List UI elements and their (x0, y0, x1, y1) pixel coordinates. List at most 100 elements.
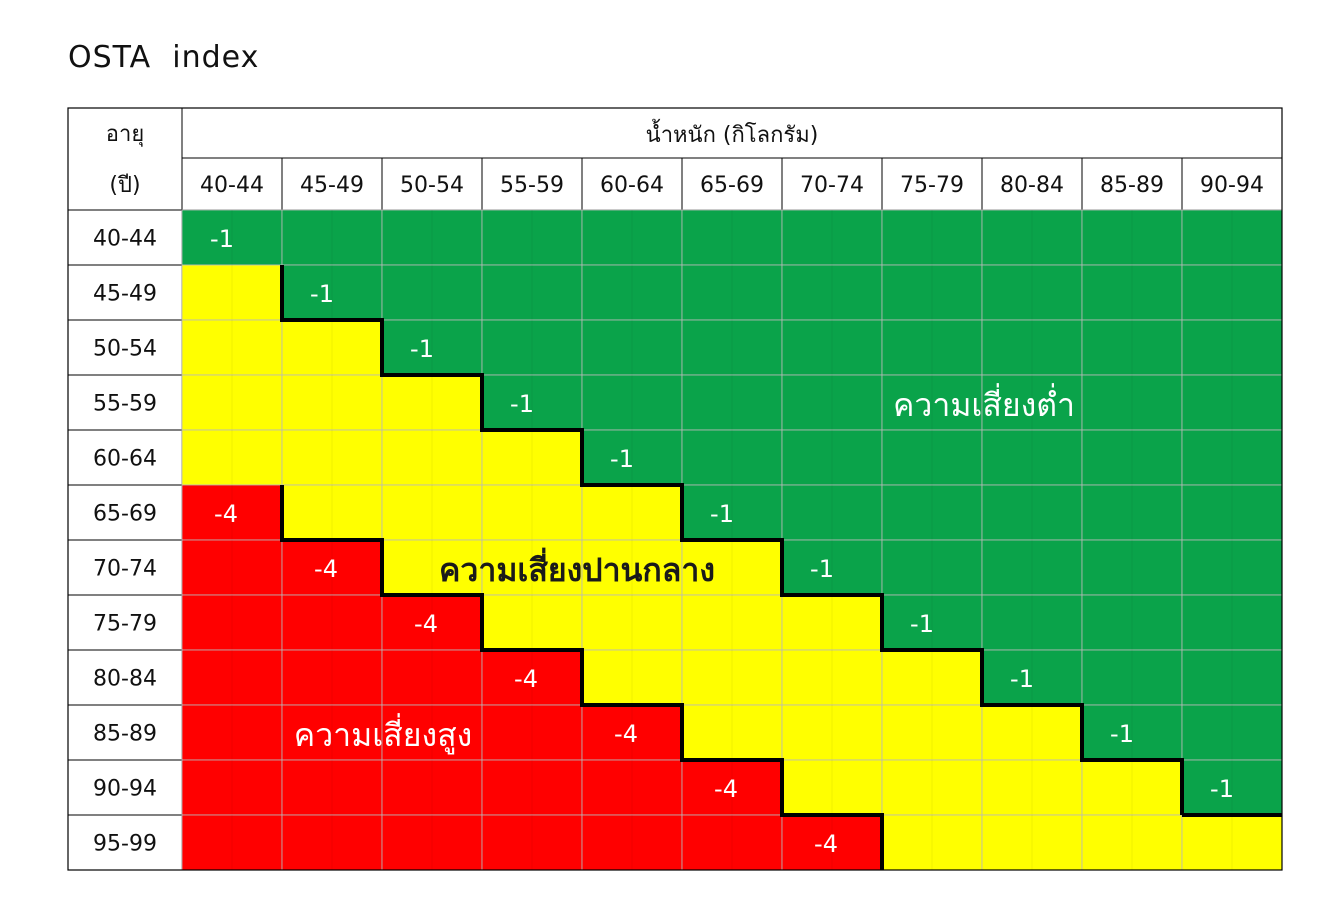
threshold-label-low: -1 (510, 390, 534, 418)
grid-cell (681, 429, 783, 486)
column-label: 45-49 (300, 173, 364, 198)
grid-cell (881, 539, 983, 596)
threshold-label-high: -4 (614, 720, 638, 748)
column-label: 55-59 (500, 173, 564, 198)
column-label: 40-44 (200, 173, 264, 198)
column-label: 80-84 (1000, 173, 1064, 198)
grid-cell (1181, 704, 1283, 761)
grid-cell (681, 319, 783, 376)
row-label: 60-64 (93, 447, 157, 472)
grid-cell (681, 484, 783, 541)
grid-cell (581, 374, 683, 431)
grid-cell (1181, 594, 1283, 651)
column-label: 70-74 (800, 173, 864, 198)
grid-cell (781, 649, 883, 706)
grid-cell (281, 484, 383, 541)
grid-cell (381, 209, 483, 266)
grid-cell (881, 704, 983, 761)
grid-cell (781, 429, 883, 486)
grid-cell (581, 484, 683, 541)
grid-cell (381, 429, 483, 486)
grid-cell (281, 319, 383, 376)
grid-cell (281, 759, 383, 816)
grid-cell (781, 594, 883, 651)
threshold-label-low: -1 (910, 610, 934, 638)
grid-cell (981, 429, 1083, 486)
grid-cell (781, 759, 883, 816)
row-label: 50-54 (93, 337, 157, 362)
grid-cell (1081, 484, 1183, 541)
row-label-cell (67, 319, 183, 376)
threshold-label-high: -4 (714, 775, 738, 803)
threshold-label-high: -4 (514, 665, 538, 693)
grid-cell (481, 649, 583, 706)
grid-cell (281, 264, 383, 321)
grid-cell (981, 814, 1083, 871)
row-label: 75-79 (93, 612, 157, 637)
threshold-label-low: -1 (310, 280, 334, 308)
grid-cell (381, 539, 483, 596)
grid-cell (881, 814, 983, 871)
grid-cell (881, 759, 983, 816)
column-label: 75-79 (900, 173, 964, 198)
row-label-cell (67, 429, 183, 486)
row-label-cell (67, 539, 183, 596)
row-label: 80-84 (93, 667, 157, 692)
threshold-label-high: -4 (214, 500, 238, 528)
row-label-cell (67, 814, 183, 871)
grid-cell (981, 539, 1083, 596)
grid-cell (381, 704, 483, 761)
row-label-cell (67, 484, 183, 541)
grid-cell (1081, 374, 1183, 431)
grid-cell (181, 264, 283, 321)
grid-cell (1081, 539, 1183, 596)
chart-title: OSTA index (68, 40, 260, 75)
grid-cell (981, 319, 1083, 376)
grid-cell (581, 429, 683, 486)
row-label-cell (67, 264, 183, 321)
chart-frame (67, 107, 1283, 871)
grid-cell (681, 374, 783, 431)
grid-cell (181, 484, 283, 541)
grid-cell (1181, 209, 1283, 266)
threshold-label-low: -1 (1010, 665, 1034, 693)
grid-cell (281, 429, 383, 486)
grid-cell (1081, 319, 1183, 376)
grid-cell (1081, 264, 1183, 321)
threshold-label-low: -1 (410, 335, 434, 363)
grid-cell (881, 649, 983, 706)
region-label-moderate: ความเสี่ยงปานกลาง (439, 547, 715, 589)
grid-cell (481, 704, 583, 761)
row-label: 65-69 (93, 502, 157, 527)
grid-cell (481, 539, 583, 596)
grid-cell (1181, 429, 1283, 486)
grid-cell (481, 759, 583, 816)
column-label: 85-89 (1100, 173, 1164, 198)
grid-cell (1181, 374, 1283, 431)
grid-cell (181, 594, 283, 651)
grid-cell (1181, 649, 1283, 706)
grid-cell (281, 814, 383, 871)
threshold-label-low: -1 (1110, 720, 1134, 748)
threshold-label-low: -1 (1210, 775, 1234, 803)
row-label: 45-49 (93, 282, 157, 307)
grid-cell (781, 814, 883, 871)
header-frame (67, 107, 1283, 211)
region-label-high: ความเสี่ยงสูง (294, 713, 472, 755)
grid-cell (1181, 814, 1283, 871)
grid-cell (981, 704, 1083, 761)
grid-cell (881, 484, 983, 541)
row-label: 70-74 (93, 557, 157, 582)
row-label: 95-99 (93, 832, 157, 857)
grid-cell (781, 374, 883, 431)
row-label-cell (67, 759, 183, 816)
grid-cell (481, 429, 583, 486)
grid-cell (1081, 814, 1183, 871)
row-label: 55-59 (93, 392, 157, 417)
grid-cell (1181, 759, 1283, 816)
grid-cell (881, 374, 983, 431)
row-label: 90-94 (93, 777, 157, 802)
grid-cell (481, 209, 583, 266)
grid-cell (1181, 539, 1283, 596)
